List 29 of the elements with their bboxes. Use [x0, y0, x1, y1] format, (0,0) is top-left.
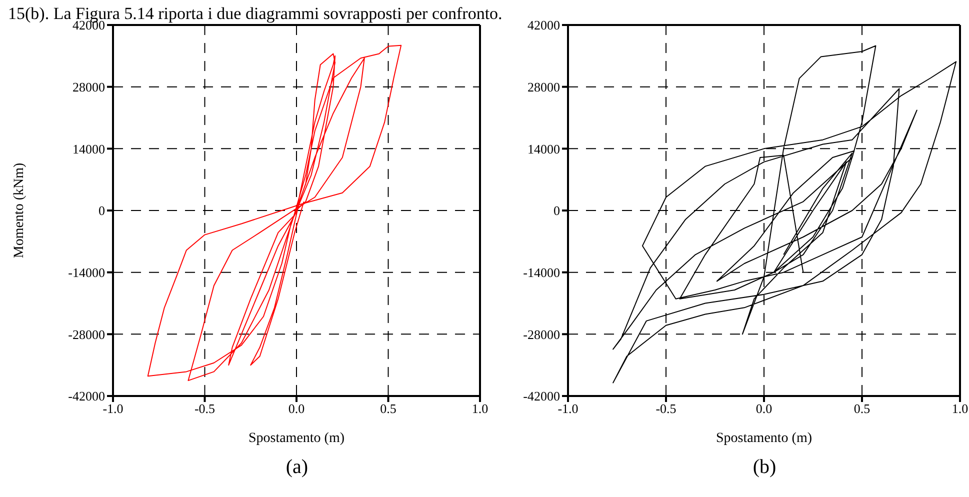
- y-tick-label: 0: [98, 203, 105, 218]
- x-tick-label: -1.0: [558, 401, 578, 416]
- x-tick-label: 0.5: [854, 401, 870, 416]
- text: (b): [752, 456, 778, 478]
- x-axis-title: Spostamento (m): [248, 431, 345, 446]
- x-tick-label: 1.0: [472, 401, 488, 416]
- y-tick-label: 28000: [72, 79, 105, 94]
- y-tick-label: -28000: [68, 326, 105, 342]
- x-tick-label: -0.5: [656, 401, 676, 416]
- x-tick-label: 0.0: [756, 401, 772, 416]
- y-tick-label: -42000: [523, 388, 560, 404]
- x-tick-label: 0.5: [380, 401, 396, 416]
- y-tick-label: 14000: [72, 141, 105, 156]
- y-axis-title: Momento (kNm): [12, 162, 27, 258]
- x-tick-label: -1.0: [102, 401, 124, 416]
- y-tick-label: -42000: [68, 388, 105, 404]
- y-tick-label: 28000: [528, 79, 560, 94]
- y-tick-label: -28000: [523, 326, 560, 342]
- y-tick-label: 0: [554, 203, 560, 218]
- x-tick-label: 0.0: [288, 401, 305, 416]
- x-axis-title: Spostamento (m): [716, 431, 812, 446]
- y-tick-label: 42000: [528, 18, 560, 33]
- text: (a): [284, 456, 310, 478]
- x-tick-label: -0.5: [194, 401, 216, 416]
- line-series: [147, 44, 402, 382]
- y-tick-label: -14000: [68, 264, 105, 280]
- y-tick-label: 14000: [528, 141, 560, 156]
- x-tick-label: 1.0: [952, 401, 968, 416]
- y-tick-label: -14000: [523, 264, 560, 280]
